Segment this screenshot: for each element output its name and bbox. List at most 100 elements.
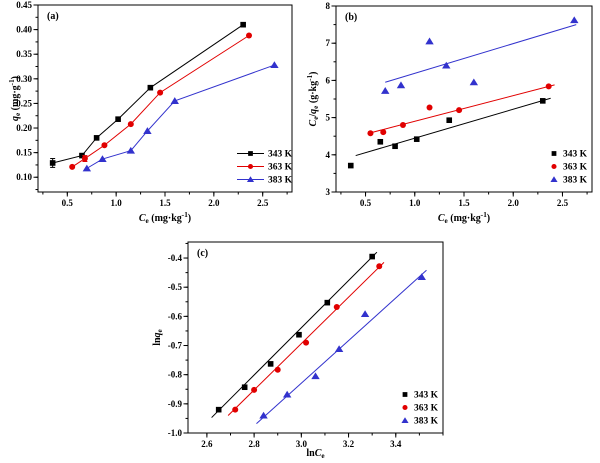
- panel-a: 0.5 1.0 1.5 2.0 2.5 0.10 0.15 0.20 0.25 0.30 0.35 0…: [6, 0, 302, 228]
- circle-marker-icon: [157, 89, 164, 96]
- tick-labels: 2.6 2.8 3.0 3.2 3.4 -1.0 -0.9 -0.8 -0.7 -0.6 -0.5 -…: [168, 253, 402, 449]
- circle-marker-icon: [402, 404, 408, 411]
- square-marker-icon: [324, 299, 331, 306]
- chart-c-freundlich-plot: 2.6 2.8 3.0 3.2 3.4 -1.0 -0.9 -0.8 -0.7 -0.6 -0.5 -…: [152, 241, 444, 460]
- panel-label: (b): [345, 12, 357, 23]
- y-tick-label: 8: [326, 1, 331, 11]
- triangle-marker-icon: [311, 372, 320, 380]
- circle-marker-icon: [247, 163, 254, 170]
- circle-marker-icon: [333, 304, 340, 311]
- x-tick-label: 0.5: [62, 198, 74, 208]
- x-axis-title: Ce (mg·kg-1): [438, 211, 490, 225]
- legend-label: 343 K: [268, 150, 293, 160]
- triangle-marker-icon: [381, 87, 390, 94]
- legend: 343 K 363 K 383 K: [237, 150, 293, 186]
- tick-labels: 0.5 1.0 1.5 2.0 2.5 3 4 5 6 7 8: [326, 1, 569, 208]
- series-line: [52, 24, 244, 164]
- fit-line: [256, 269, 427, 425]
- series-line: [86, 64, 275, 169]
- legend-label: 363 K: [563, 163, 588, 173]
- circle-marker-icon: [69, 163, 76, 170]
- triangle-marker-icon: [550, 176, 558, 183]
- legend: 343 K 363 K 383 K: [401, 391, 439, 427]
- circle-marker-icon: [232, 406, 239, 413]
- x-tick-label: 1.5: [159, 198, 171, 208]
- triangle-marker-icon: [401, 417, 409, 424]
- x-tick-label: 1.0: [111, 198, 123, 208]
- fit-line: [355, 97, 551, 157]
- square-marker-icon: [240, 21, 246, 28]
- circle-marker-icon: [426, 104, 433, 111]
- y-axis-title: Ce/qe (g·kg-1): [306, 72, 320, 127]
- square-marker-icon: [539, 98, 546, 104]
- square-marker-icon: [248, 151, 253, 156]
- circle-marker-icon: [380, 129, 387, 136]
- x-tick-label: 0.5: [360, 198, 372, 208]
- square-marker-icon: [446, 117, 453, 124]
- y-tick-label: 3: [326, 187, 331, 197]
- triangle-marker-icon: [246, 176, 255, 183]
- y-tick-label: 5: [326, 113, 331, 123]
- fit-line: [385, 24, 577, 83]
- panel-label: (a): [47, 11, 59, 22]
- y-tick-label: -0.4: [168, 253, 183, 263]
- panel-c: 2.6 2.8 3.0 3.2 3.4 -1.0 -0.9 -0.8 -0.7 -0.6 -0.5 -…: [148, 232, 448, 463]
- series-363-K: [367, 83, 555, 137]
- y-axis-title: lnqe: [152, 329, 164, 346]
- axes: [331, 5, 593, 197]
- series-363-K: [69, 32, 253, 170]
- x-tick-label: 3.2: [343, 439, 355, 449]
- square-marker-icon: [147, 84, 154, 91]
- y-tick-label: 0.25: [16, 98, 32, 108]
- circle-marker-icon: [399, 122, 406, 129]
- series-383-K: [381, 16, 579, 94]
- circle-marker-icon: [127, 121, 134, 128]
- x-tick-label: 2.5: [257, 198, 269, 208]
- triangle-marker-icon: [469, 78, 479, 86]
- x-tick-label: 2.8: [248, 439, 260, 449]
- square-marker-icon: [402, 392, 408, 397]
- circle-marker-icon: [367, 130, 374, 137]
- triangle-marker-icon: [396, 81, 406, 89]
- series-383-K: [256, 269, 427, 425]
- x-tick-label: 3.0: [296, 439, 308, 449]
- x-tick-label: 2.6: [201, 439, 213, 449]
- x-axis-title: Ce (mg·kg-1): [139, 211, 191, 225]
- triangle-marker-icon: [270, 61, 279, 69]
- square-marker-icon: [296, 331, 302, 338]
- triangle-marker-icon: [82, 164, 92, 172]
- circle-marker-icon: [251, 386, 258, 393]
- circle-marker-icon: [303, 339, 310, 346]
- x-tick-label: 2.0: [208, 198, 220, 208]
- legend-label: 383 K: [563, 176, 588, 186]
- x-tick-label: 2.5: [557, 198, 569, 208]
- series-383-K: [82, 61, 279, 172]
- square-marker-icon: [413, 136, 420, 142]
- triangle-marker-icon: [442, 61, 451, 69]
- triangle-marker-icon: [282, 390, 292, 398]
- x-tick-label: 1.0: [409, 198, 421, 208]
- chart-b-langmuir-plot: 0.5 1.0 1.5 2.0 2.5 3 4 5 6 7 8 Ce (mg·kg-1) Ce/qe (…: [306, 1, 593, 225]
- triangle-marker-icon: [570, 16, 579, 24]
- series-343-K: [347, 97, 551, 169]
- circle-marker-icon: [274, 366, 281, 373]
- circle-marker-icon: [246, 32, 253, 39]
- series-363-K: [227, 262, 385, 416]
- square-marker-icon: [215, 406, 222, 413]
- legend-label: 363 K: [268, 163, 293, 173]
- chart-a-qe-vs-ce: 0.5 1.0 1.5 2.0 2.5 0.10 0.15 0.20 0.25 0.30 0.35 0…: [8, 0, 293, 225]
- circle-marker-icon: [456, 107, 463, 114]
- y-tick-label: 0.45: [16, 0, 32, 10]
- series-343-K: [49, 21, 246, 168]
- fit-line: [227, 262, 385, 416]
- legend: 343 K 363 K 383 K: [550, 150, 588, 186]
- y-tick-label: -0.8: [168, 370, 183, 380]
- y-tick-label: 6: [326, 75, 331, 85]
- y-tick-label: 0.15: [16, 148, 32, 158]
- panel-label: (c): [197, 248, 208, 259]
- square-marker-icon: [377, 138, 384, 145]
- square-marker-icon: [93, 135, 100, 141]
- square-marker-icon: [369, 253, 375, 260]
- square-marker-icon: [267, 361, 274, 367]
